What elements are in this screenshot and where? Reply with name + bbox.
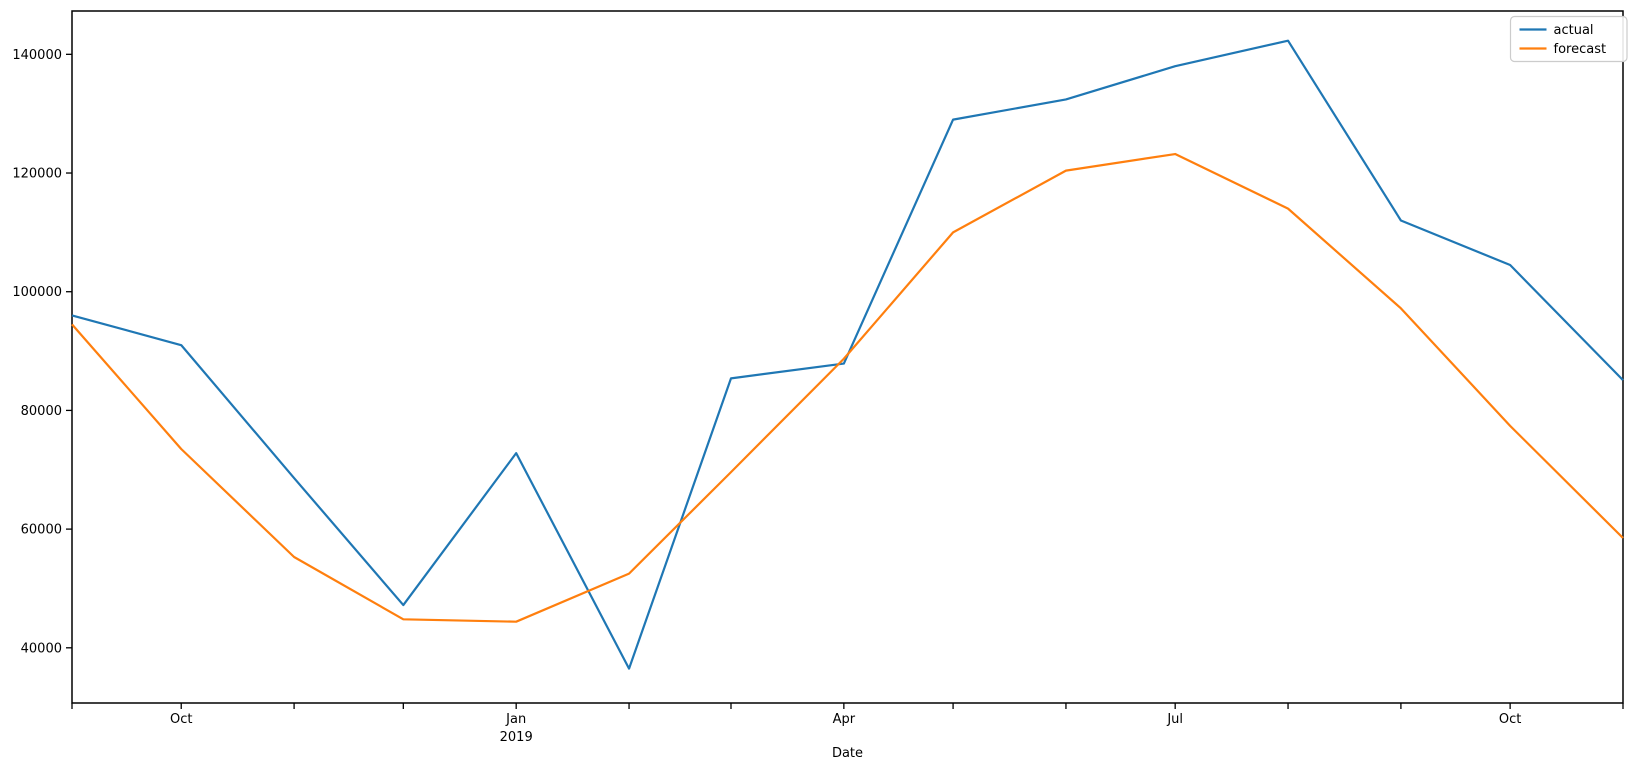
y-tick-label: 80000 <box>21 404 62 419</box>
x-tick-label: Jul <box>1166 712 1183 727</box>
y-tick-label: 100000 <box>12 285 62 300</box>
x-axis-title: Date <box>832 746 863 761</box>
y-tick-label: 40000 <box>21 641 62 656</box>
x-tick-label: Oct <box>170 712 192 727</box>
series-line-actual <box>71 39 1624 670</box>
y-tick-label: 60000 <box>21 523 62 538</box>
legend-box <box>1509 15 1628 63</box>
legend-label-actual: actual <box>1554 23 1594 38</box>
x-tick-label: Oct <box>1499 712 1521 727</box>
x-tick-label: Apr <box>833 712 856 727</box>
legend-label-forecast: forecast <box>1554 42 1607 57</box>
x-tick-year-label: 2019 <box>500 730 533 745</box>
y-tick-label: 120000 <box>12 167 62 182</box>
series-line-forecast <box>71 152 1624 623</box>
x-tick-label: Jan <box>505 712 526 727</box>
y-tick-label: 140000 <box>12 48 62 63</box>
